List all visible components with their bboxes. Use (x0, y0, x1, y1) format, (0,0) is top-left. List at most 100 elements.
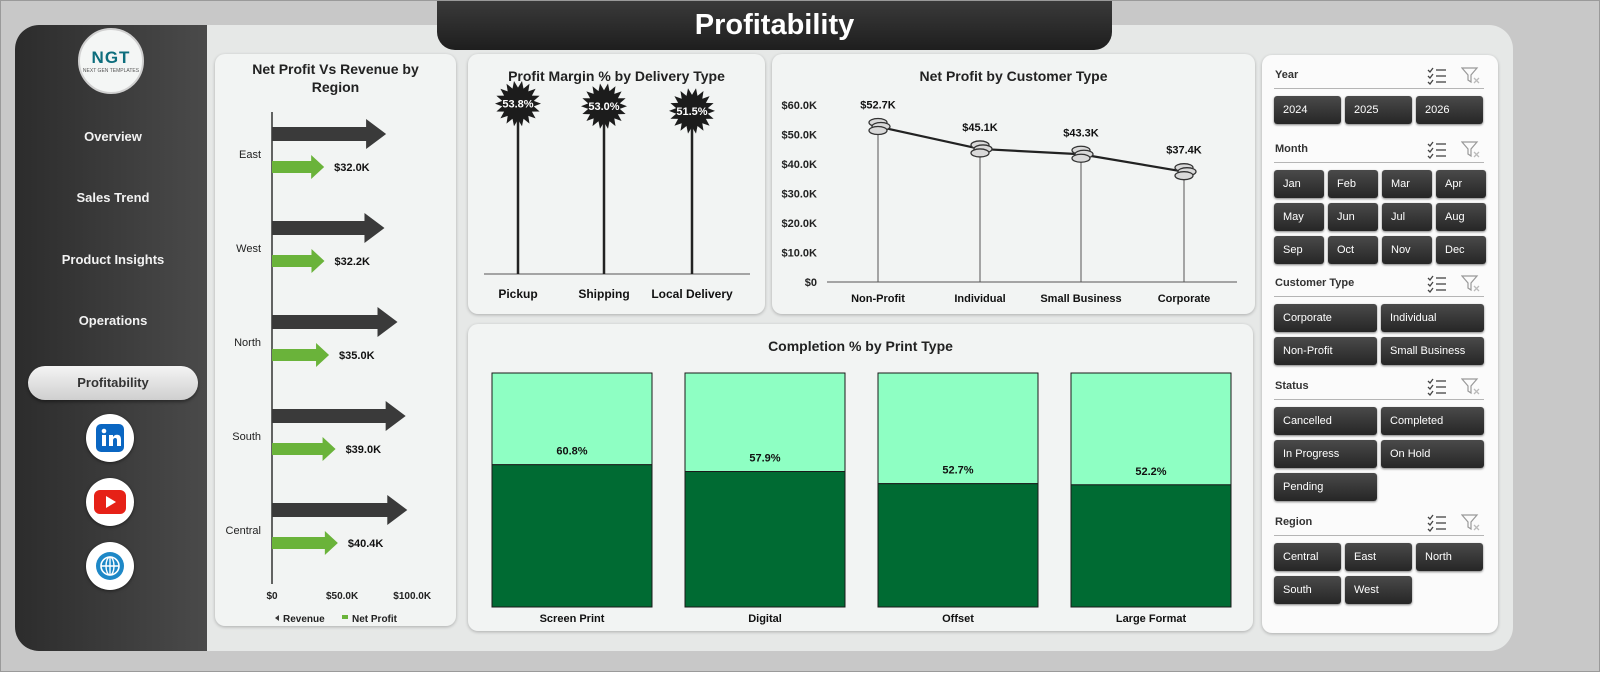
slicer-region-east[interactable]: East (1345, 543, 1412, 571)
region-chart-card: Net Profit Vs Revenue by Region East $32.… (215, 54, 456, 626)
coin-stack-marker (868, 117, 891, 136)
clear-filter-icon[interactable] (1461, 275, 1481, 293)
clear-filter-icon[interactable] (1461, 514, 1481, 532)
globe-icon (96, 552, 124, 580)
completion-chart: 60.8% Screen Print 57.9% Digital 52.7% Offset… (491, 372, 1232, 625)
multi-select-icon[interactable] (1427, 67, 1447, 85)
linkedin-button[interactable] (86, 414, 134, 462)
slicer-month-feb[interactable]: Feb (1328, 170, 1378, 198)
customer-category-label: Non-Profit (851, 293, 905, 305)
slicer-month-jul[interactable]: Jul (1382, 203, 1432, 231)
customer-value-label: $52.7K (860, 100, 896, 112)
multi-select-icon[interactable] (1427, 141, 1447, 159)
customer-y-tick: $10.0K (782, 248, 818, 260)
customer-y-tick: $0 (805, 277, 817, 289)
completion-value-label: 52.7% (942, 465, 973, 477)
customer-y-tick: $40.0K (782, 159, 818, 171)
slicer-month-dec[interactable]: Dec (1436, 236, 1486, 264)
revenue-arrow (272, 307, 398, 337)
slicer-region-south[interactable]: South (1274, 576, 1341, 604)
completion-chart-title: Completion % by Print Type (768, 338, 953, 354)
legend-revenue-label: Revenue (283, 614, 325, 625)
multi-select-icon[interactable] (1427, 378, 1447, 396)
slicer-customer-type-non-profit[interactable]: Non-Profit (1274, 337, 1377, 365)
completion-remaining-bar (684, 372, 846, 473)
margin-starburst-marker (669, 88, 715, 134)
slicer-status-completed[interactable]: Completed (1381, 407, 1484, 435)
slicer-month-nov[interactable]: Nov (1382, 236, 1432, 264)
region-category-label: North (234, 337, 261, 349)
slicer-panel: Year 2024 2025 2026 Month Jan Feb Mar Apr May Jun J… (1262, 55, 1498, 633)
slicer-title-year: Year (1275, 69, 1299, 81)
margin-category-label: Shipping (578, 287, 629, 301)
slicer-year-2025[interactable]: 2025 (1345, 96, 1412, 124)
slicer-status-in-progress[interactable]: In Progress (1274, 440, 1377, 468)
region-x-tick: $100.0K (393, 591, 432, 602)
slicer-month-jun[interactable]: Jun (1328, 203, 1378, 231)
legend-net-profit-label: Net Profit (352, 614, 398, 625)
slicer-year-2024[interactable]: 2024 (1274, 96, 1341, 124)
linkedin-icon (96, 424, 124, 452)
nav-item-product-insights[interactable]: Product Insights (61, 252, 165, 267)
customer-value-label: $37.4K (1166, 145, 1202, 157)
slicer-customer-type-corporate[interactable]: Corporate (1274, 304, 1377, 332)
slicer-region-north[interactable]: North (1416, 543, 1483, 571)
margin-value-label: 53.0% (588, 101, 619, 113)
completion-value-label: 57.9% (749, 453, 780, 465)
net-profit-value-label: $32.0K (334, 162, 370, 174)
slicer-month-aug[interactable]: Aug (1436, 203, 1486, 231)
revenue-arrow (272, 119, 387, 149)
slicer-region-west[interactable]: West (1345, 576, 1412, 604)
slicer-month-jan[interactable]: Jan (1274, 170, 1324, 198)
clear-filter-icon[interactable] (1461, 141, 1481, 159)
completion-bar (877, 483, 1039, 608)
completion-category-label: Offset (942, 613, 974, 625)
website-button[interactable] (86, 542, 134, 590)
slicer-status-pending[interactable]: Pending (1274, 473, 1377, 501)
completion-bar (1070, 484, 1232, 608)
customer-value-label: $45.1K (962, 122, 998, 134)
completion-remaining-bar (491, 372, 653, 466)
clear-filter-icon[interactable] (1461, 67, 1481, 85)
nav-item-profitability[interactable]: Profitability (28, 366, 198, 400)
customer-chart-card: Net Profit by Customer Type $0 $10.0K $20.… (772, 54, 1255, 314)
completion-value-label: 60.8% (556, 446, 587, 458)
slicer-divider (1274, 162, 1484, 163)
region-x-tick: $50.0K (326, 591, 359, 602)
slicer-region-central[interactable]: Central (1274, 543, 1341, 571)
slicer-month-apr[interactable]: Apr (1436, 170, 1486, 198)
customer-category-label: Small Business (1040, 293, 1121, 305)
slicer-month-may[interactable]: May (1274, 203, 1324, 231)
margin-value-label: 53.8% (502, 99, 533, 111)
margin-value-label: 51.5% (676, 106, 707, 118)
legend-net-profit-marker (342, 615, 348, 619)
multi-select-icon[interactable] (1427, 275, 1447, 293)
youtube-button[interactable] (86, 478, 134, 526)
completion-value-label: 52.2% (1135, 466, 1166, 478)
slicer-month-oct[interactable]: Oct (1328, 236, 1378, 264)
page-title: Profitability (437, 1, 1112, 50)
margin-chart-title: Profit Margin % by Delivery Type (508, 68, 725, 84)
slicer-month-sep[interactable]: Sep (1274, 236, 1324, 264)
slicer-year-2026[interactable]: 2026 (1416, 96, 1483, 124)
customer-value-label: $43.3K (1063, 127, 1099, 139)
net-profit-arrow (272, 249, 325, 273)
multi-select-icon[interactable] (1427, 514, 1447, 532)
slicer-status-on-hold[interactable]: On Hold (1381, 440, 1484, 468)
completion-category-label: Digital (748, 613, 782, 625)
net-profit-arrow (272, 437, 336, 461)
customer-category-label: Corporate (1158, 293, 1211, 305)
customer-y-tick: $30.0K (782, 189, 818, 201)
slicer-status-cancelled[interactable]: Cancelled (1274, 407, 1377, 435)
nav-item-sales-trend[interactable]: Sales Trend (76, 190, 150, 205)
logo-subtext: NEXT GEN TEMPLATES (82, 68, 140, 74)
nav-item-operations[interactable]: Operations (78, 313, 148, 328)
completion-remaining-bar (1070, 372, 1232, 486)
slicer-month-mar[interactable]: Mar (1382, 170, 1432, 198)
revenue-arrow (272, 495, 408, 525)
margin-category-label: Local Delivery (651, 287, 733, 301)
clear-filter-icon[interactable] (1461, 378, 1481, 396)
slicer-customer-type-small-business[interactable]: Small Business (1381, 337, 1484, 365)
nav-item-overview[interactable]: Overview (84, 129, 142, 144)
slicer-customer-type-individual[interactable]: Individual (1381, 304, 1484, 332)
